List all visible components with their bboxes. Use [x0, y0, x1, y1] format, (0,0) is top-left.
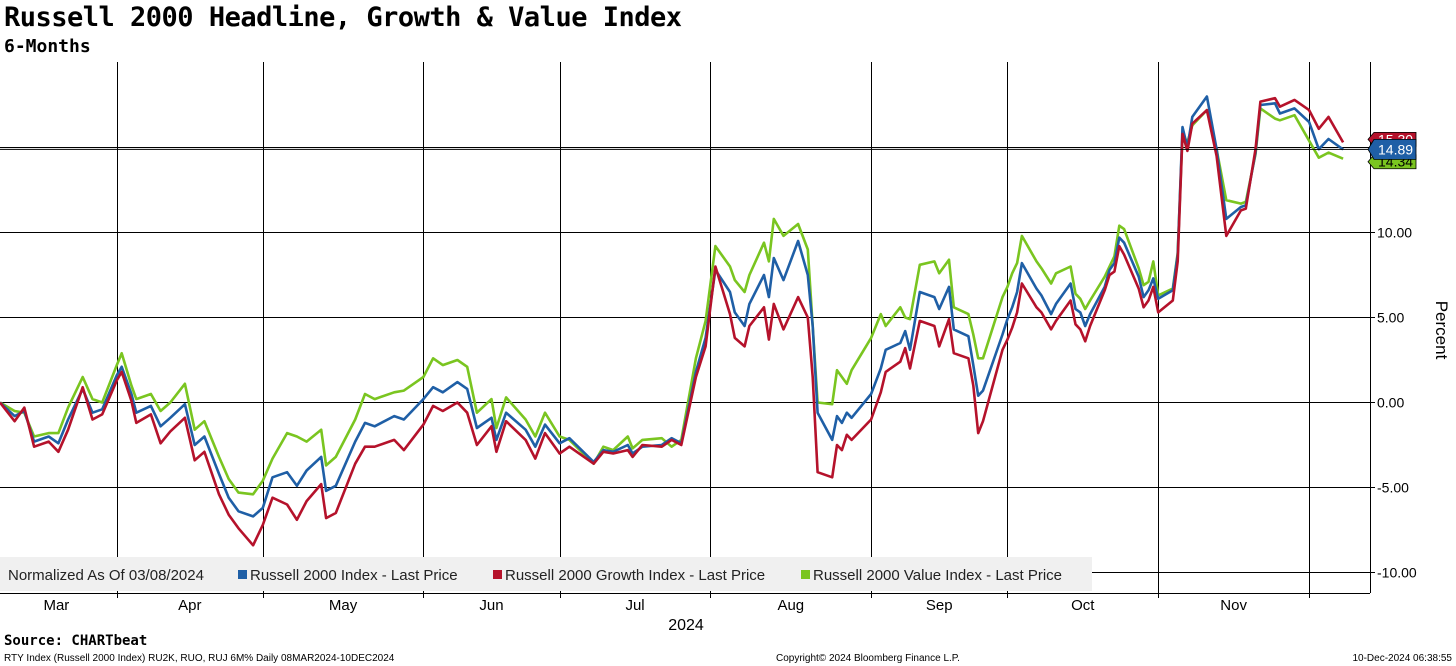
source-label: Source: CHARTbeat: [4, 633, 148, 649]
copyright-text: Copyright© 2024 Bloomberg Finance L.P.: [776, 653, 960, 664]
legend-label-growth: Russell 2000 Growth Index - Last Price: [505, 567, 765, 584]
legend-box: [0, 557, 1092, 591]
x-tick-label: Jul: [625, 597, 644, 614]
x-tick-label: Oct: [1071, 597, 1095, 614]
y-axis-title: Percent: [1432, 301, 1451, 360]
x-axis-title: 2024: [668, 617, 704, 634]
y-tick-label: 10.00: [1377, 225, 1412, 241]
y-tick-label: -10.00: [1377, 565, 1417, 581]
x-tick-label: Sep: [926, 597, 953, 614]
x-tick-label: May: [329, 597, 358, 614]
x-tick-label: Aug: [777, 597, 804, 614]
chart-subtitle: 6-Months: [4, 36, 91, 57]
chart-title: Russell 2000 Headline, Growth & Value In…: [4, 2, 682, 33]
x-tick-label: Apr: [178, 597, 201, 614]
x-tick-label: Jun: [479, 597, 503, 614]
plot-area: [0, 62, 1370, 593]
x-tick-label: Nov: [1220, 597, 1247, 614]
timestamp-text: 10-Dec-2024 06:38:55: [1352, 653, 1452, 664]
legend-swatch-value: [801, 570, 810, 579]
y-tick-label: -5.00: [1377, 480, 1409, 496]
legend-label-value: Russell 2000 Value Index - Last Price: [813, 567, 1062, 584]
legend-note: Normalized As Of 03/08/2024: [8, 567, 204, 584]
legend-label-headline: Russell 2000 Index - Last Price: [250, 567, 458, 584]
series-line-value: [0, 107, 1344, 496]
last-value-tag-headline: [1367, 138, 1417, 160]
y-tick-label: 5.00: [1377, 310, 1404, 326]
ticker-info: RTY Index (Russell 2000 Index) RU2K, RUO…: [4, 653, 395, 664]
legend-swatch-growth: [493, 570, 502, 579]
last-value-label-headline: 14.89: [1378, 141, 1413, 157]
y-tick-label: 0.00: [1377, 395, 1404, 411]
series-line-growth: [0, 96, 1345, 547]
x-tick-label: Mar: [43, 597, 69, 614]
series-line-headline: [0, 95, 1344, 518]
legend-swatch-headline: [238, 570, 247, 579]
